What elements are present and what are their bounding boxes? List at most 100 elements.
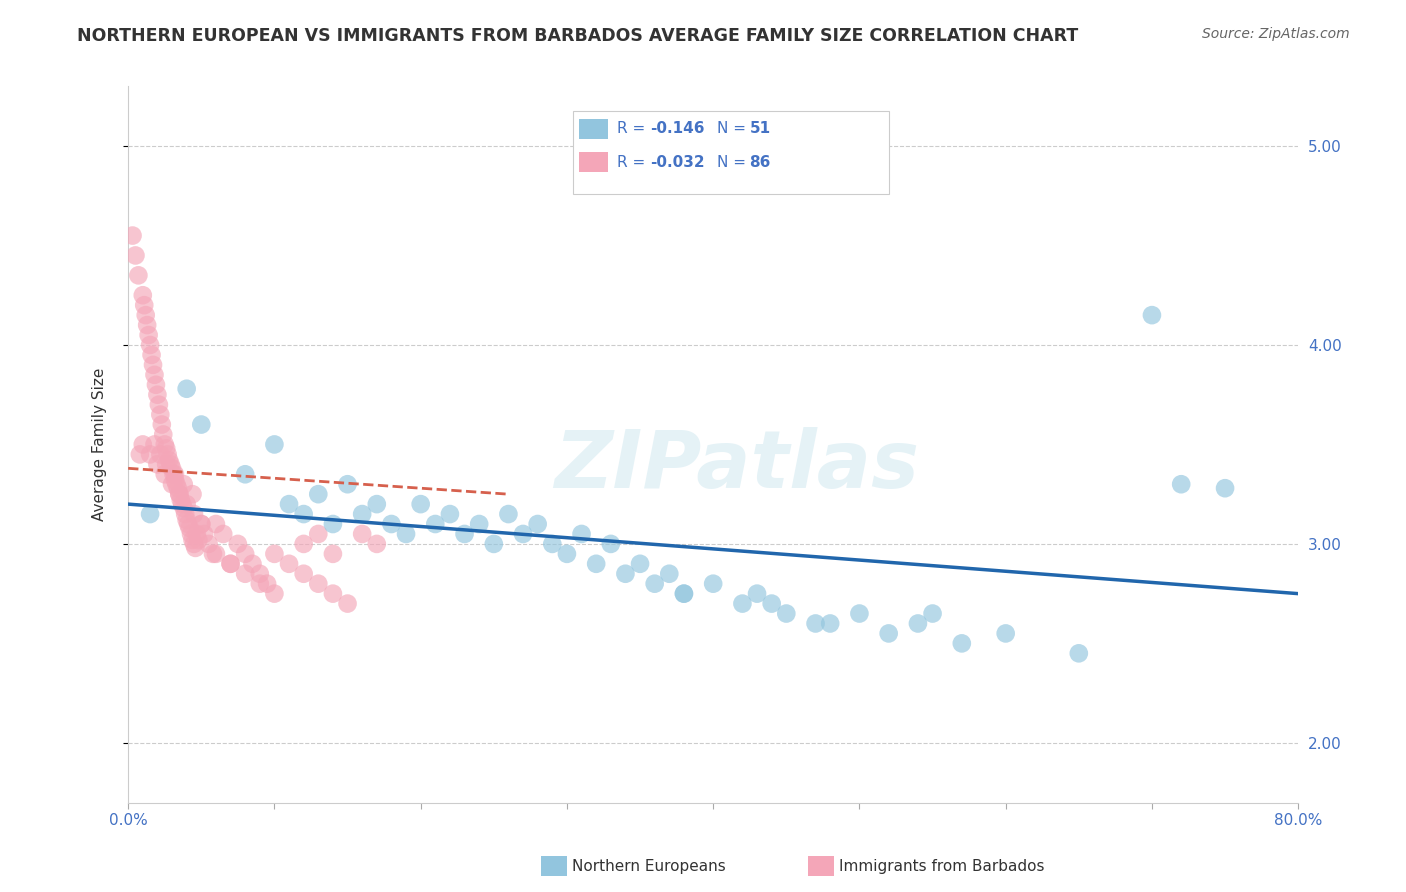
Text: N =: N = [717, 155, 751, 169]
Point [169, 487, 191, 501]
Point [907, 616, 929, 631]
Point [219, 557, 242, 571]
Point [555, 547, 578, 561]
Point [138, 328, 160, 343]
Point [921, 607, 943, 621]
Text: 51: 51 [749, 121, 770, 136]
Point [585, 557, 607, 571]
Point [307, 527, 329, 541]
Point [263, 587, 285, 601]
Point [818, 616, 841, 631]
Point [804, 616, 827, 631]
Point [177, 516, 200, 531]
Point [205, 547, 228, 561]
Point [142, 358, 165, 372]
Point [336, 597, 359, 611]
Point [242, 557, 264, 571]
Point [1140, 308, 1163, 322]
Point [176, 497, 198, 511]
Text: NORTHERN EUROPEAN VS IMMIGRANTS FROM BARBADOS AVERAGE FAMILY SIZE CORRELATION CH: NORTHERN EUROPEAN VS IMMIGRANTS FROM BAR… [77, 27, 1078, 45]
Point [176, 513, 198, 527]
Point [352, 507, 374, 521]
Point [132, 288, 155, 302]
Point [352, 527, 374, 541]
Point [201, 547, 224, 561]
Point [1213, 481, 1236, 495]
Point [233, 566, 256, 581]
Point [134, 298, 156, 312]
Point [190, 417, 212, 432]
Point [159, 458, 181, 472]
FancyBboxPatch shape [572, 112, 889, 194]
Point [167, 481, 190, 495]
Point [994, 626, 1017, 640]
Point [453, 527, 475, 541]
Point [233, 467, 256, 482]
Point [139, 338, 162, 352]
Point [176, 382, 198, 396]
Point [731, 597, 754, 611]
Point [658, 566, 681, 581]
Text: -0.146: -0.146 [650, 121, 704, 136]
Point [322, 516, 344, 531]
Point [149, 408, 172, 422]
Point [146, 458, 169, 472]
Point [256, 576, 278, 591]
Point [173, 477, 195, 491]
Point [212, 527, 235, 541]
Point [179, 521, 201, 535]
FancyBboxPatch shape [579, 119, 607, 138]
Point [127, 268, 149, 283]
Point [512, 527, 534, 541]
Point [599, 537, 621, 551]
Text: -0.032: -0.032 [650, 155, 704, 169]
Point [141, 348, 163, 362]
Point [153, 437, 176, 451]
Point [1170, 477, 1192, 491]
Point [249, 566, 271, 581]
Point [409, 497, 432, 511]
Point [702, 576, 724, 591]
Point [173, 501, 195, 516]
Point [152, 427, 174, 442]
Point [380, 516, 402, 531]
Point [155, 442, 177, 456]
Point [136, 318, 159, 332]
Point [149, 447, 172, 461]
Point [163, 473, 186, 487]
Point [132, 437, 155, 451]
Point [526, 516, 548, 531]
Text: Source: ZipAtlas.com: Source: ZipAtlas.com [1202, 27, 1350, 41]
Point [336, 477, 359, 491]
Point [143, 437, 166, 451]
Point [541, 537, 564, 551]
Text: Northern Europeans: Northern Europeans [572, 859, 725, 873]
Point [761, 597, 783, 611]
Point [226, 537, 249, 551]
Point [322, 547, 344, 561]
Point [121, 228, 143, 243]
Point [150, 417, 173, 432]
Point [165, 477, 187, 491]
Point [184, 541, 207, 555]
Point [307, 487, 329, 501]
Point [148, 398, 170, 412]
Point [205, 516, 228, 531]
Point [322, 587, 344, 601]
Point [425, 516, 447, 531]
Point [155, 458, 177, 472]
Point [263, 547, 285, 561]
Point [233, 547, 256, 561]
Y-axis label: Average Family Size: Average Family Size [93, 368, 107, 521]
Point [135, 308, 157, 322]
Point [848, 607, 870, 621]
Point [183, 537, 205, 551]
Point [366, 497, 388, 511]
Point [644, 576, 666, 591]
Point [498, 507, 520, 521]
Point [128, 447, 150, 461]
Point [183, 507, 205, 521]
Point [278, 497, 301, 511]
Point [162, 467, 184, 482]
Point [145, 377, 167, 392]
